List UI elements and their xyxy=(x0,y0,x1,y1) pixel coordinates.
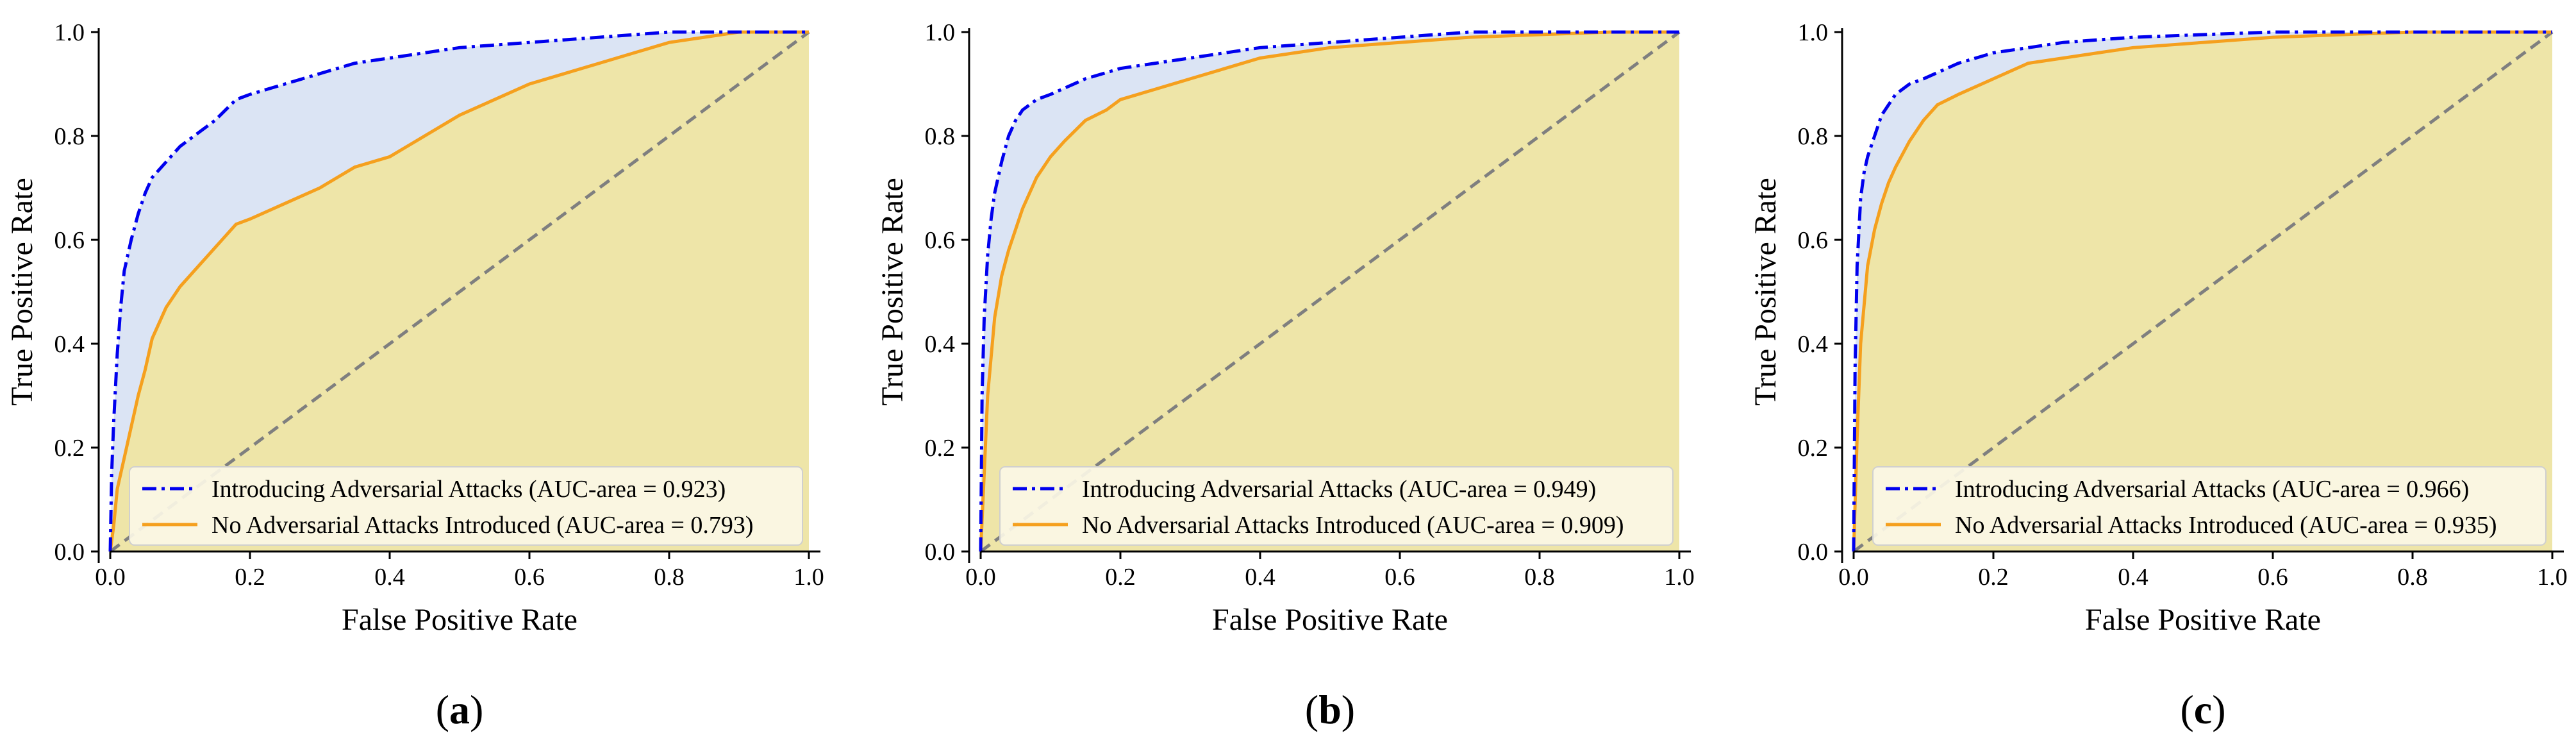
chance-diagonal-line xyxy=(109,30,810,553)
legend-box xyxy=(129,466,803,546)
y-tick-label: 0.4 xyxy=(925,331,956,358)
x-tick-label: 0.4 xyxy=(1245,564,1276,591)
adversarial-roc-line xyxy=(1852,30,2552,552)
y-tick-label: 0.6 xyxy=(925,227,956,254)
legend-box xyxy=(999,466,1674,546)
x-tick-label: 0.4 xyxy=(374,564,405,591)
x-tick-label: 1.0 xyxy=(1664,564,1695,591)
panel-caption: (a) xyxy=(436,687,484,732)
no-adversarial-roc-line xyxy=(108,30,809,552)
legend-adversarial-label: Introducing Adversarial Attacks (AUC-are… xyxy=(212,476,726,503)
x-tick-label: 1.0 xyxy=(794,564,824,591)
x-tick-label: 0.2 xyxy=(235,564,265,591)
x-tick-label: 0.8 xyxy=(654,564,685,591)
panel-caption: (c) xyxy=(2180,687,2225,732)
y-axis-label: True Positive Rate xyxy=(1749,178,1782,406)
y-tick-label: 0.0 xyxy=(54,539,85,566)
x-axis-label: False Positive Rate xyxy=(2085,603,2321,637)
y-tick-label: 0.8 xyxy=(54,123,85,150)
no-adversarial-roc-line xyxy=(1852,30,2552,552)
x-axis-label: False Positive Rate xyxy=(342,603,578,637)
x-tick-label: 0.8 xyxy=(1524,564,1555,591)
x-axis-label: False Positive Rate xyxy=(1212,603,1448,637)
y-tick-label: 0.2 xyxy=(1798,435,1829,462)
x-tick-label: 0.6 xyxy=(1384,564,1415,591)
legend-no-adversarial-label: No Adversarial Attacks Introduced (AUC-a… xyxy=(212,512,754,539)
chance-diagonal-line xyxy=(979,30,1681,553)
x-tick-label: 0.0 xyxy=(1838,564,1869,591)
chance-diagonal-line xyxy=(1852,30,2554,553)
roc-panel-a: 0.0 0.2 0.4 0.6 0.8 1.0 0.0 0.2 0.4 0.6 0.8 1.0 Fals… xyxy=(5,19,824,732)
y-tick-label: 0.4 xyxy=(54,331,85,358)
x-tick-label: 0.0 xyxy=(95,564,126,591)
legend-no-adversarial-label: No Adversarial Attacks Introduced (AUC-a… xyxy=(1955,512,2497,539)
x-tick-label: 0.4 xyxy=(2118,564,2148,591)
y-tick-label: 0.6 xyxy=(54,227,85,254)
x-tick-label: 0.6 xyxy=(2257,564,2288,591)
y-tick-label: 0.8 xyxy=(1798,123,1829,150)
legend-adversarial-label: Introducing Adversarial Attacks (AUC-are… xyxy=(1082,476,1596,503)
roc-panel-b: 0.0 0.2 0.4 0.6 0.8 1.0 0.0 0.2 0.4 0.6 0.8 1.0 Fals… xyxy=(876,19,1695,732)
y-tick-label: 0.2 xyxy=(54,435,85,462)
x-tick-label: 0.8 xyxy=(2397,564,2428,591)
adversarial-roc-line xyxy=(108,30,809,552)
y-tick-label: 1.0 xyxy=(54,19,85,46)
y-tick-label: 1.0 xyxy=(925,19,956,46)
y-tick-label: 0.8 xyxy=(925,123,956,150)
x-tick-label: 1.0 xyxy=(2537,564,2568,591)
roc-panel-c: 0.0 0.2 0.4 0.6 0.8 1.0 0.0 0.2 0.4 0.6 0.8 1.0 Fals… xyxy=(1749,19,2568,732)
y-axis-label: True Positive Rate xyxy=(876,178,910,406)
adversarial-roc-line xyxy=(979,30,1679,552)
legend-box xyxy=(1872,466,2547,546)
no-adversarial-roc-line xyxy=(979,30,1679,552)
panel-caption: (b) xyxy=(1305,687,1355,732)
y-tick-label: 0.2 xyxy=(925,435,956,462)
y-tick-label: 1.0 xyxy=(1798,19,1829,46)
y-tick-label: 0.6 xyxy=(1798,227,1829,254)
legend-no-adversarial-label: No Adversarial Attacks Introduced (AUC-a… xyxy=(1082,512,1624,539)
y-tick-label: 0.4 xyxy=(1798,331,1829,358)
y-axis-label: True Positive Rate xyxy=(5,178,39,406)
x-tick-label: 0.2 xyxy=(1978,564,2009,591)
x-tick-label: 0.2 xyxy=(1105,564,1136,591)
legend-adversarial-label: Introducing Adversarial Attacks (AUC-are… xyxy=(1955,476,2469,503)
x-tick-label: 0.0 xyxy=(965,564,996,591)
y-tick-label: 0.0 xyxy=(925,539,956,566)
y-tick-label: 0.0 xyxy=(1798,539,1829,566)
x-tick-label: 0.6 xyxy=(514,564,545,591)
